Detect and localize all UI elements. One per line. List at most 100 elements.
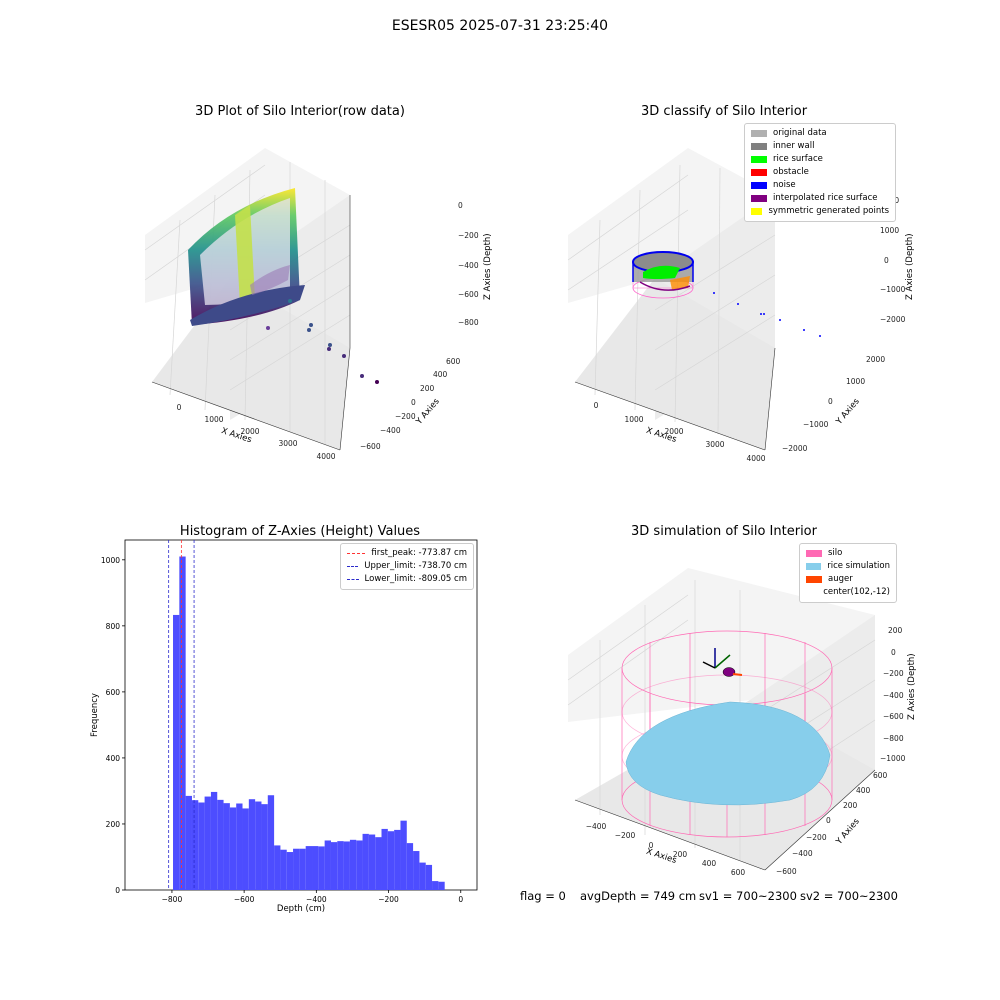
histogram-bar	[349, 839, 357, 890]
histogram-bar	[286, 852, 294, 890]
legend-item-original-data: original data	[751, 127, 889, 140]
histogram-bar	[274, 845, 281, 890]
legend-swatch	[806, 563, 822, 570]
x-tick-label: −400	[306, 895, 327, 904]
y-tick-label: 200	[106, 820, 121, 829]
panel4-legend: silo rice simulation auger center(102,-1…	[799, 543, 897, 603]
legend-swatch	[806, 576, 822, 583]
y-tick-label: 1000	[101, 556, 120, 565]
legend-item-lower-limit: Lower_limit: -809.05 cm	[347, 573, 467, 586]
histogram-bar	[280, 849, 287, 890]
histogram-bar	[406, 843, 414, 890]
legend-item-symmetric: symmetric generated points	[751, 205, 889, 218]
histogram-bar	[356, 840, 363, 890]
legend-swatch	[751, 156, 767, 163]
legend-item-center: center(102,-12)	[806, 586, 890, 599]
y-tick-label: 0	[115, 886, 120, 895]
legend-swatch	[751, 143, 767, 150]
histogram-bar	[185, 795, 192, 890]
legend-swatch	[751, 195, 767, 202]
legend-item-inner-wall: inner wall	[751, 140, 889, 153]
histogram-bar	[299, 848, 306, 890]
histogram-bar	[173, 614, 180, 890]
histogram-y-label: Frequency	[90, 693, 100, 737]
histogram-vlines	[168, 540, 195, 890]
x-tick-label: −200	[378, 895, 399, 904]
legend-line	[347, 553, 366, 554]
y-tick-label: 800	[106, 622, 121, 631]
histogram-bar	[324, 840, 331, 890]
histogram-x-ticks: −800 −600 −400 −200 0	[162, 890, 463, 904]
legend-item-silo: silo	[806, 547, 890, 560]
y-tick-label: 600	[106, 688, 121, 697]
histogram-bar	[261, 804, 268, 890]
status-sv2: sv2 = 700~2300	[800, 889, 898, 903]
legend-swatch	[751, 208, 763, 215]
histogram-bar	[368, 834, 376, 890]
histogram-bar	[400, 820, 407, 890]
histogram-bar	[217, 799, 224, 890]
panel2-legend: original data inner wall rice surface ob…	[744, 123, 896, 222]
legend-swatch	[751, 130, 767, 137]
x-tick-label: −800	[162, 895, 183, 904]
histogram-bar	[179, 556, 186, 890]
panel2-title: 3D classify of Silo Interior	[640, 104, 808, 119]
panel1-title: 3D Plot of Silo Interior(row data)	[195, 104, 405, 119]
histogram-bar	[229, 807, 237, 890]
histogram-legend: first_peak: -773.87 cm Upper_limit: -738…	[340, 543, 474, 590]
status-avg-depth: avgDepth = 749 cm	[580, 889, 697, 903]
y-tick-label: 400	[106, 754, 121, 763]
histogram-bars	[173, 556, 445, 890]
histogram-bar	[432, 881, 439, 890]
legend-swatch	[806, 550, 822, 557]
histogram-bar	[419, 862, 426, 890]
histogram-bar	[375, 837, 382, 890]
legend-swatch	[751, 182, 767, 189]
figure-title: ESESR05 2025-07-31 23:25:40	[391, 18, 609, 34]
legend-line	[347, 579, 359, 580]
histogram-bar	[267, 795, 275, 890]
histogram-bar	[438, 881, 445, 890]
histogram-bar	[425, 864, 433, 890]
histogram-bar	[242, 808, 249, 890]
histogram-bar	[204, 796, 211, 890]
panel4-title: 3D simulation of Silo Interior	[631, 524, 817, 539]
histogram-bar	[394, 829, 401, 890]
legend-swatch	[751, 169, 767, 176]
histogram-x-label: Depth (cm)	[277, 904, 325, 914]
legend-item-rice-surface: rice surface	[751, 153, 889, 166]
histogram-bar	[387, 831, 395, 890]
histogram-bar	[381, 828, 388, 890]
x-tick-label: 0	[458, 895, 463, 904]
status-sv1: sv1 = 700~2300	[699, 889, 797, 903]
histogram-bar	[337, 841, 344, 890]
histogram-bar	[248, 799, 256, 890]
histogram-bar	[223, 803, 230, 890]
legend-item-first-peak: first_peak: -773.87 cm	[347, 547, 467, 560]
histogram-bar	[198, 802, 205, 890]
legend-item-obstacle: obstacle	[751, 166, 889, 179]
legend-item-noise: noise	[751, 179, 889, 192]
histogram-bar	[293, 848, 300, 890]
panel3-title: Histogram of Z-Axies (Height) Values	[179, 524, 421, 539]
histogram-bar	[236, 803, 243, 890]
histogram-bar	[413, 851, 420, 890]
histogram-bar	[312, 846, 319, 890]
legend-swatch	[806, 589, 817, 596]
histogram-bar	[305, 846, 313, 890]
histogram-bar	[318, 846, 325, 890]
histogram-bar	[210, 791, 218, 890]
histogram-bar	[362, 833, 369, 890]
histogram-y-ticks: 0 200 400 600 800 1000	[101, 556, 125, 895]
x-tick-label: −600	[234, 895, 255, 904]
histogram-bar	[330, 842, 338, 890]
legend-item-auger: auger	[806, 573, 890, 586]
histogram-bar	[255, 801, 262, 890]
legend-item-rice-simulation: rice simulation	[806, 560, 890, 573]
status-flag: flag = 0	[520, 889, 566, 903]
legend-item-interpolated: interpolated rice surface	[751, 192, 889, 205]
legend-item-upper-limit: Upper_limit: -738.70 cm	[347, 560, 467, 573]
histogram-bar	[191, 800, 199, 890]
histogram-bar	[343, 841, 350, 890]
